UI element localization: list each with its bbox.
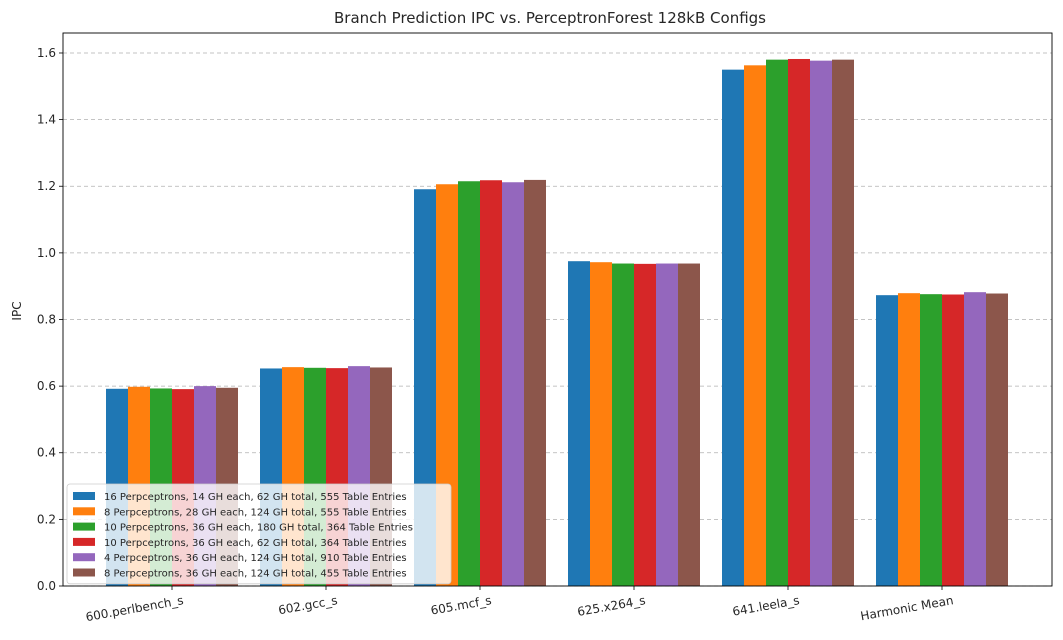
bar <box>942 294 964 586</box>
legend-swatch <box>73 492 95 500</box>
bar <box>810 60 832 586</box>
y-tick-label: 0.4 <box>37 446 56 460</box>
bar <box>744 65 766 587</box>
bar <box>832 59 854 586</box>
bar <box>524 179 546 587</box>
legend-box <box>66 483 452 585</box>
bar <box>766 59 788 586</box>
bars-group <box>106 58 1008 587</box>
chart-title: Branch Prediction IPC vs. PerceptronFore… <box>334 9 766 27</box>
x-tick-label: 602.gcc_s <box>277 593 338 617</box>
bar <box>722 69 744 586</box>
y-tick-label: 0.6 <box>37 379 56 393</box>
x-tick-label: 625.x264_s <box>576 593 646 619</box>
legend-label: 8 Perpceptrons, 36 GH each, 124 GH total… <box>104 569 407 580</box>
y-tick-label: 1.0 <box>37 246 56 260</box>
legend-swatch <box>73 507 95 516</box>
legend-swatch <box>73 522 95 531</box>
x-ticks: 600.perlbench_s 602.gcc_s 605.mcf_s 625.x26… <box>85 586 955 624</box>
x-tick-label: Harmonic Mean <box>859 593 954 623</box>
legend: 16 Perpceptrons, 14 GH each, 62 GH total… <box>66 483 452 585</box>
y-tick-label: 1.2 <box>37 179 56 193</box>
legend-swatch <box>73 537 95 546</box>
bar <box>678 263 700 586</box>
bar <box>964 292 986 586</box>
bar <box>590 262 612 586</box>
legend-label: 10 Perpceptrons, 36 GH each, 180 GH tota… <box>104 523 413 534</box>
legend-label: 16 Perpceptrons, 14 GH each, 62 GH total… <box>104 492 407 503</box>
y-tick-label: 0.0 <box>37 579 56 593</box>
y-ticks: 0.0 0.2 0.4 0.6 0.8 1.0 1.2 1.4 1.6 <box>37 46 63 593</box>
bar <box>986 293 1008 586</box>
x-tick-label: 600.perlbench_s <box>85 593 185 624</box>
y-tick-label: 1.6 <box>37 46 56 60</box>
legend-label: 4 Perpceptrons, 36 GH each, 124 GH total… <box>104 553 407 564</box>
bar <box>568 261 590 586</box>
bar <box>920 294 942 586</box>
axes <box>62 32 1053 587</box>
legend-label: 10 Perpceptrons, 36 GH each, 62 GH total… <box>104 538 407 549</box>
bar <box>502 182 524 586</box>
bar <box>788 58 810 587</box>
bar <box>458 181 480 587</box>
bar <box>898 293 920 586</box>
bar <box>612 263 634 586</box>
legend-swatch <box>73 553 95 562</box>
bar <box>876 295 898 586</box>
x-tick-label: 605.mcf_s <box>430 593 493 617</box>
y-tick-label: 1.4 <box>37 113 56 127</box>
y-tick-label: 0.8 <box>37 312 56 326</box>
legend-swatch <box>73 568 95 577</box>
bar <box>480 180 502 587</box>
legend-label: 8 Perpceptrons, 28 GH each, 124 GH total… <box>104 507 407 518</box>
x-tick-label: 641.leela_s <box>731 593 800 619</box>
y-tick-label: 0.2 <box>37 512 56 526</box>
bar <box>656 263 678 586</box>
plot-frame <box>62 32 1053 587</box>
y-axis-label: IPC <box>10 301 24 320</box>
bar <box>634 263 656 586</box>
